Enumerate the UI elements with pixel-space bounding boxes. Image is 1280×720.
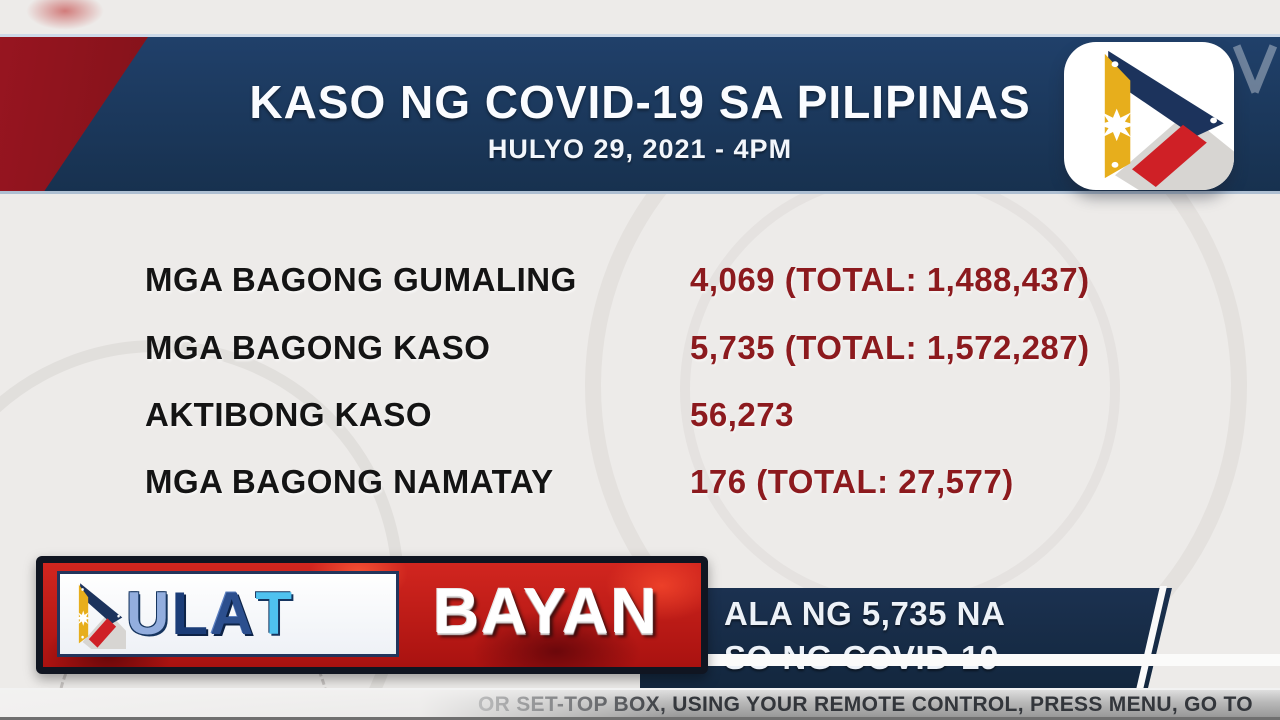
stat-row-aktibong-kaso: AKTIBONG KASO 56,273 xyxy=(145,396,1245,438)
lower-third-headline-box: ALA NG 5,735 NA SO NG COVID-19 xyxy=(640,588,1172,688)
stat-value: 56,273 xyxy=(690,396,794,433)
ptv-play-triangle-icon xyxy=(76,583,126,649)
ulat-bayan-show-logo: U L A T BAYAN xyxy=(36,556,708,674)
stat-label: AKTIBONG KASO xyxy=(145,396,432,433)
headline-line-1: ALA NG 5,735 NA xyxy=(724,595,1006,632)
stat-value: 4,069 (TOTAL: 1,488,437) xyxy=(690,261,1090,298)
stat-value: 176 (TOTAL: 27,577) xyxy=(690,463,1014,500)
stat-row-bagong-gumaling: MGA BAGONG GUMALING 4,069 (TOTAL: 1,488,… xyxy=(145,261,1245,303)
ulat-letter: L xyxy=(171,580,210,647)
show-logo-red-plate: U L A T BAYAN xyxy=(43,563,701,667)
ptv-channel-logo xyxy=(1064,42,1234,190)
corner-smudge xyxy=(26,0,104,30)
show-logo-white-panel: U L A T xyxy=(57,571,399,657)
page-title: KASO NG COVID-19 SA PILIPINAS xyxy=(249,76,1031,128)
show-logo-bayan: BAYAN xyxy=(433,575,659,647)
show-logo-ulat: U L A T xyxy=(126,584,294,644)
ticker-fade-overlay xyxy=(0,690,700,717)
stat-row-bagong-namatay: MGA BAGONG NAMATAY 176 (TOTAL: 27,577) xyxy=(145,463,1245,505)
ulat-letter: U xyxy=(126,580,172,647)
watermark-ring xyxy=(680,170,1120,610)
ptv-play-triangle-icon xyxy=(1098,50,1234,190)
stat-row-bagong-kaso: MGA BAGONG KASO 5,735 (TOTAL: 1,572,287) xyxy=(145,329,1245,371)
date-time-label: HULYO 29, 2021 - 4PM xyxy=(487,134,793,164)
stat-label: MGA BAGONG KASO xyxy=(145,329,491,366)
news-ticker: OR SET-TOP BOX, USING YOUR REMOTE CONTRO… xyxy=(0,688,1280,720)
ulat-letter: A xyxy=(210,580,256,647)
lower-third-white-stripe xyxy=(640,654,1280,666)
stat-label: MGA BAGONG NAMATAY xyxy=(145,463,554,500)
stat-label: MGA BAGONG GUMALING xyxy=(145,261,577,298)
ulat-letter: T xyxy=(255,580,294,647)
stat-value: 5,735 (TOTAL: 1,572,287) xyxy=(690,329,1090,366)
